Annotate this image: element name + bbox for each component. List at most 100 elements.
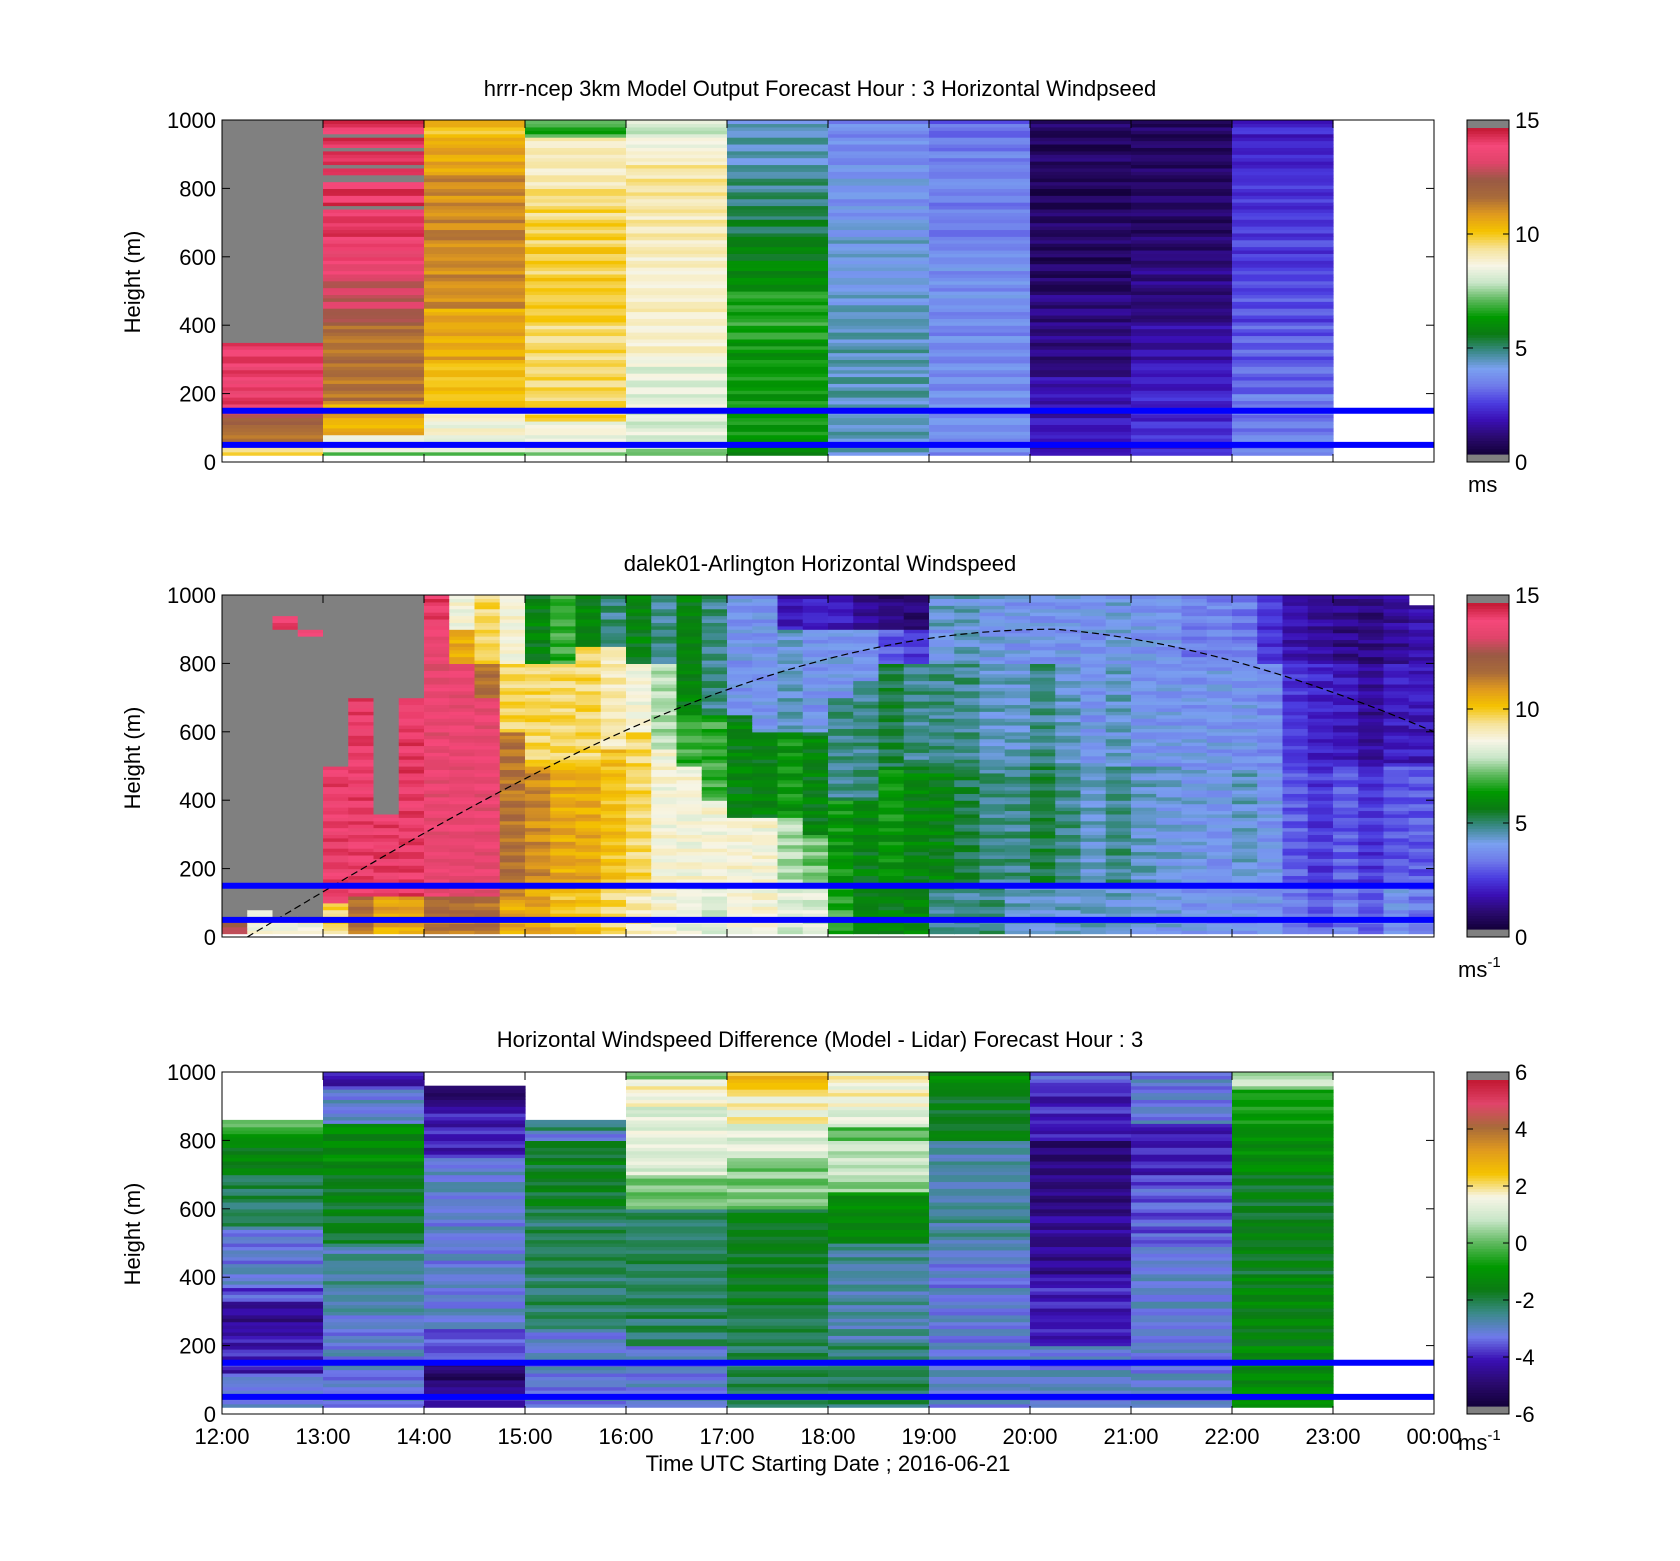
heatmap-cell: [323, 872, 349, 877]
heatmap-cell: [348, 615, 375, 620]
heatmap-cell: [929, 595, 955, 600]
heatmap-cell: [222, 280, 324, 285]
heatmap-cell: [903, 810, 930, 815]
heatmap-cell: [1080, 728, 1107, 733]
heatmap-cell: [474, 824, 501, 829]
heatmap-cell: [222, 807, 248, 812]
heatmap-cell: [323, 198, 425, 203]
heatmap-cell: [1004, 670, 1031, 675]
heatmap-cell: [1131, 783, 1157, 788]
heatmap-cell: [1004, 868, 1031, 873]
heatmap-cell: [853, 714, 880, 719]
heatmap-cell: [1055, 670, 1082, 675]
heatmap-cell: [499, 755, 526, 760]
heatmap-cell: [474, 800, 501, 805]
heatmap-cell: [550, 841, 577, 846]
heatmap-cell: [1030, 345, 1132, 350]
heatmap-cell: [954, 803, 981, 808]
heatmap-cell: [727, 383, 829, 388]
heatmap-cell: [752, 865, 779, 870]
heatmap-cell: [828, 342, 930, 347]
heatmap-cell: [828, 314, 930, 319]
heatmap-cell: [777, 642, 804, 647]
heatmap-cell: [1030, 318, 1132, 323]
heatmap-cell: [348, 738, 375, 743]
heatmap-cell: [272, 926, 299, 931]
heatmap-cell: [1232, 222, 1334, 227]
heatmap-cell: [525, 724, 551, 729]
heatmap-cell: [424, 902, 450, 907]
heatmap-cell: [247, 875, 274, 880]
heatmap-cell: [626, 130, 728, 135]
heatmap-cell: [979, 673, 1006, 678]
heatmap-cell: [1055, 865, 1082, 870]
heatmap-cell: [878, 803, 905, 808]
heatmap-cell: [1030, 236, 1132, 241]
heatmap-cell: [525, 143, 627, 148]
heatmap-cell: [525, 598, 551, 603]
heatmap-cell: [727, 663, 753, 668]
heatmap-cell: [1030, 612, 1056, 617]
heatmap-cell: [222, 721, 248, 726]
heatmap-cell: [525, 854, 551, 859]
heatmap-cell: [903, 642, 930, 647]
heatmap-cell: [247, 810, 274, 815]
heatmap-cell: [651, 776, 678, 781]
heatmap-cell: [828, 438, 930, 443]
heatmap-cell: [222, 229, 324, 234]
heatmap-cell: [1156, 854, 1183, 859]
heatmap-cell: [701, 683, 728, 688]
heatmap-cell: [323, 745, 349, 750]
heatmap-cell: [828, 913, 854, 918]
heatmap-cell: [474, 625, 501, 630]
heatmap-cell: [1004, 776, 1031, 781]
heatmap-cell: [802, 656, 829, 661]
heatmap-cell: [676, 673, 703, 678]
heatmap-cell: [626, 854, 652, 859]
heatmap-cell: [676, 906, 703, 911]
heatmap-cell: [575, 895, 602, 900]
heatmap-cell: [474, 721, 501, 726]
heatmap-cell: [424, 232, 526, 237]
heatmap-cell: [1055, 779, 1082, 784]
heatmap-cell: [853, 813, 880, 818]
heatmap-cell: [752, 598, 779, 603]
heatmap-cell: [727, 899, 753, 904]
heatmap-cell: [954, 827, 981, 832]
heatmap-cell: [802, 642, 829, 647]
heatmap-cell: [222, 366, 324, 371]
heatmap-cell: [525, 198, 627, 203]
heatmap-cell: [1156, 789, 1183, 794]
heatmap-cell: [348, 889, 375, 894]
heatmap-cell: [676, 618, 703, 623]
heatmap-cell: [272, 663, 299, 668]
heatmap-cell: [1080, 735, 1107, 740]
heatmap-cell: [903, 721, 930, 726]
heatmap-cell: [954, 714, 981, 719]
heatmap-cell: [979, 714, 1006, 719]
heatmap-cell: [954, 711, 981, 716]
colorbar-segment: [1467, 239, 1509, 243]
heatmap-cell: [979, 776, 1006, 781]
heatmap-cell: [323, 386, 425, 391]
heatmap-cell: [550, 704, 577, 709]
heatmap-cell: [1055, 759, 1082, 764]
heatmap-cell: [727, 277, 829, 282]
heatmap-cell: [1131, 707, 1157, 712]
heatmap-cell: [1004, 605, 1031, 610]
heatmap-cell: [1105, 649, 1132, 654]
heatmap-cell: [600, 766, 627, 771]
heatmap-cell: [600, 731, 627, 736]
heatmap-cell: [247, 687, 274, 692]
heatmap-cell: [802, 930, 829, 935]
heatmap-cell: [449, 926, 476, 931]
heatmap-cell: [1055, 731, 1082, 736]
heatmap-cell: [424, 349, 526, 354]
heatmap-cell: [525, 776, 551, 781]
heatmap-cell: [550, 926, 577, 931]
heatmap-cell: [525, 738, 551, 743]
heatmap-cell: [878, 687, 905, 692]
heatmap-cell: [525, 646, 551, 651]
heatmap-cell: [297, 629, 324, 634]
heatmap-cell: [247, 598, 274, 603]
